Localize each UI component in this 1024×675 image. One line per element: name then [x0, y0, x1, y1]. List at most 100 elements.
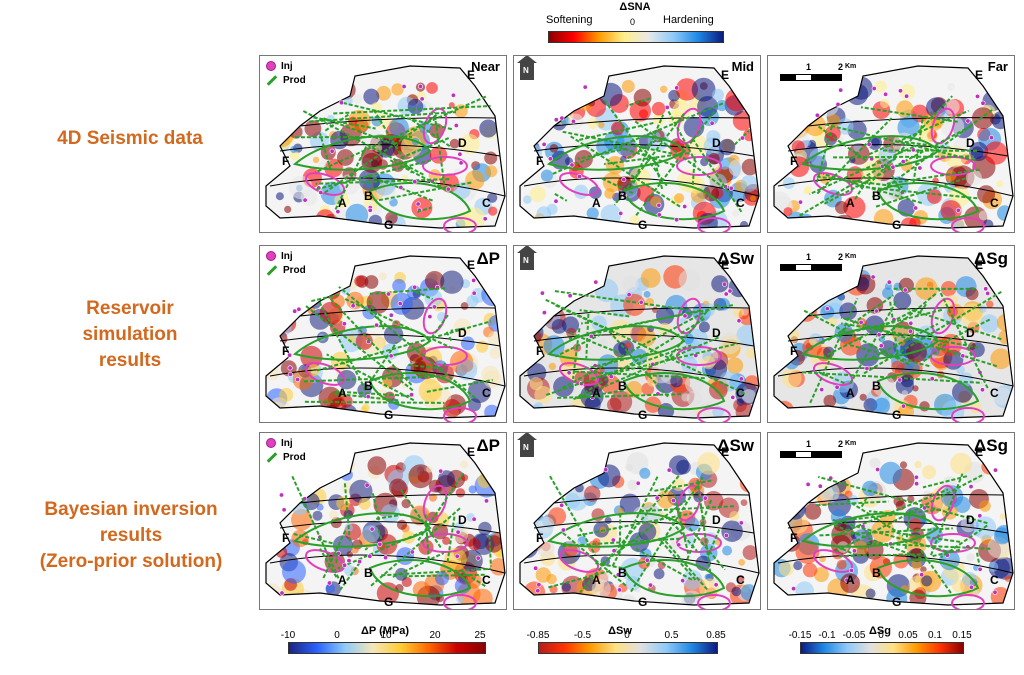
panel-title: ΔSw [717, 249, 754, 268]
well-legend: Inj Prod [266, 437, 306, 465]
zone-label-b: B [618, 566, 627, 580]
colorbar-tick-label: 0.05 [898, 630, 918, 641]
zone-label-a: A [592, 196, 601, 210]
zone-label-f: F [282, 154, 290, 168]
producer-icon [266, 452, 278, 463]
legend-inj-label: Inj [281, 61, 293, 72]
row-label-inversion: Bayesian inversion results (Zero-prior s… [6, 497, 256, 575]
zone-label-g: G [892, 218, 902, 232]
north-arrow-icon: N [517, 433, 537, 457]
map-panel: A B C D E F G 1 2 Km ΔSg [767, 432, 1015, 610]
colorbar-tick-label: 20 [429, 630, 441, 641]
reservoir-map [265, 255, 506, 422]
map-panel: A B C D E F G 1 2 Km ΔSg [767, 245, 1015, 423]
zone-label-a: A [592, 573, 601, 587]
legend-prod-label: Prod [283, 75, 306, 86]
panel-title: ΔSg [974, 436, 1008, 455]
zone-label-e: E [975, 445, 984, 459]
map-panel: A B C D E F G N ΔSw [513, 245, 761, 423]
colorbar-tick-label: 0.5 [664, 630, 679, 641]
scale-bar-graphic [780, 74, 842, 81]
north-arrow-icon: N [517, 246, 537, 270]
colorbar-tick-label: 0.15 [952, 630, 972, 641]
zone-label-c: C [482, 573, 491, 587]
panel-title: ΔP [476, 249, 500, 268]
scale-1-label: 1 [806, 252, 812, 262]
zone-label-a: A [338, 573, 347, 587]
zone-label-c: C [482, 386, 491, 400]
zone-label-f: F [536, 154, 544, 168]
legend-prod-label: Prod [283, 265, 306, 276]
injector-icon [266, 251, 276, 262]
row-label-line: results [99, 525, 163, 546]
zone-label-c: C [736, 573, 745, 587]
zone-label-f: F [282, 531, 290, 545]
panel-title: Mid [731, 59, 754, 74]
reservoir-map [773, 442, 1014, 609]
scale-unit-label: Km [845, 440, 857, 447]
zone-label-g: G [638, 218, 648, 232]
zone-label-b: B [872, 189, 881, 203]
reservoir-map [519, 255, 760, 422]
colorbar-tick-label: -10 [280, 630, 296, 641]
zone-label-c: C [736, 386, 745, 400]
panel-title: Far [987, 59, 1008, 74]
sna-softening-label: Softening [546, 14, 593, 26]
sna-colorbar-gradient [548, 31, 724, 43]
panel-title: ΔP [476, 436, 500, 455]
zone-label-d: D [458, 326, 467, 340]
colorbar-tick-label: 0 [878, 630, 884, 641]
zone-label-g: G [384, 218, 394, 232]
zone-label-b: B [364, 189, 373, 203]
zone-label-d: D [712, 513, 721, 527]
scale-2-label: 2 [838, 252, 844, 262]
row-label-line: 4D Seismic data [57, 128, 203, 149]
colorbar-tick-label: 10 [380, 630, 392, 641]
sna-zero-label: 0 [630, 17, 636, 27]
scale-1-label: 1 [806, 439, 812, 449]
colorbar-tick-label: 0.85 [706, 630, 726, 641]
panel-title: ΔSg [974, 249, 1008, 268]
zone-label-e: E [467, 68, 476, 82]
zone-label-e: E [467, 445, 476, 459]
zone-label-b: B [872, 379, 881, 393]
legend-prod-label: Prod [283, 452, 306, 463]
zone-label-c: C [482, 196, 491, 210]
scale-2-label: 2 [838, 62, 844, 72]
legend-inj-label: Inj [281, 438, 293, 449]
producer-icon [266, 75, 278, 86]
north-arrow-icon: N [517, 56, 537, 80]
zone-label-c: C [990, 573, 999, 587]
reservoir-map [265, 65, 506, 232]
map-panel: A B C D E F G 1 2 Km Far [767, 55, 1015, 233]
zone-label-d: D [966, 513, 975, 527]
zone-label-d: D [966, 136, 975, 150]
zone-label-b: B [364, 566, 373, 580]
map-panel: A B C D E F G Inj Prod ΔP [259, 432, 507, 610]
row-label-line: Bayesian inversion [44, 499, 218, 520]
zone-label-e: E [975, 68, 984, 82]
zone-label-g: G [892, 408, 902, 422]
injector-icon [266, 61, 276, 72]
scale-unit-label: Km [845, 63, 857, 70]
zone-label-c: C [990, 386, 999, 400]
colorbar-tick-label: -0.1 [818, 630, 836, 641]
well-legend: Inj Prod [266, 60, 306, 88]
row-label-simulation: Reservoir simulation results [20, 296, 240, 374]
dsw-colorbar [538, 642, 718, 654]
reservoir-map [773, 65, 1014, 232]
map-panel: A B C D E F G Inj Prod ΔP [259, 245, 507, 423]
north-label: N [523, 443, 529, 452]
reservoir-map [519, 65, 760, 232]
zone-label-f: F [790, 344, 798, 358]
zone-label-a: A [846, 386, 855, 400]
zone-label-f: F [790, 154, 798, 168]
scale-1-label: 1 [806, 62, 812, 72]
colorbar-tick-label: 25 [474, 630, 486, 641]
zone-label-c: C [990, 196, 999, 210]
zone-label-b: B [618, 189, 627, 203]
colorbar-tick-label: -0.15 [788, 630, 812, 641]
row-label-line: Reservoir [86, 298, 174, 319]
zone-label-b: B [364, 379, 373, 393]
dsg-colorbar [800, 642, 964, 654]
